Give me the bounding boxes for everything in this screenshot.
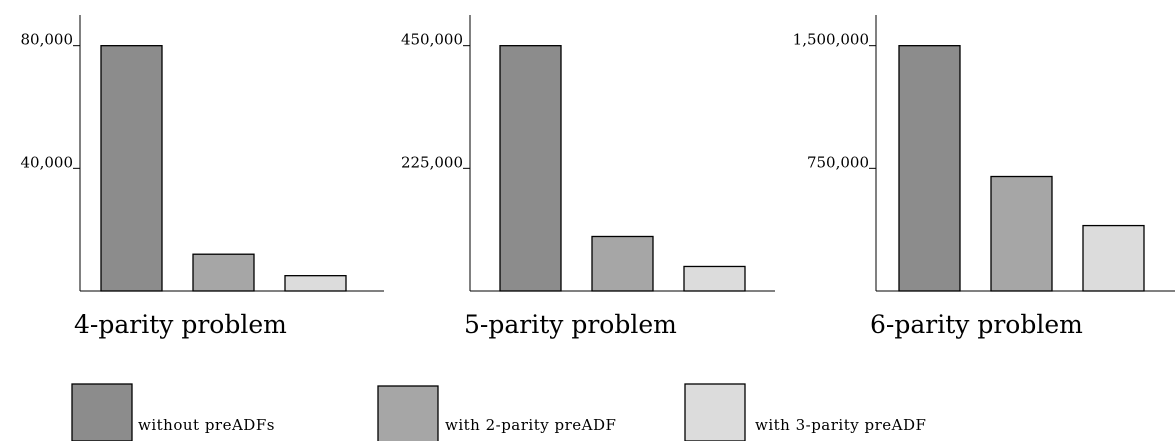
legend-label: without preADFs bbox=[138, 416, 275, 434]
legend: without preADFs with 2-parity preADF with … bbox=[71, 383, 926, 441]
chart-title: 4-parity problem bbox=[74, 310, 287, 339]
bar-with-3-parity-preadf bbox=[284, 275, 347, 292]
legend-swatch bbox=[684, 383, 746, 441]
bar-without-preadfs bbox=[499, 45, 562, 292]
legend-item: with 3-parity preADF bbox=[684, 383, 926, 441]
chart-panel-3: 750,000 1,500,000 6-parity problem bbox=[793, 15, 1175, 339]
bar-without-preadfs bbox=[100, 45, 163, 292]
bar-with-2-parity-preadf bbox=[990, 175, 1053, 292]
legend-swatch bbox=[71, 383, 133, 441]
legend-label: with 2-parity preADF bbox=[445, 416, 616, 434]
legend-item: without preADFs bbox=[71, 383, 275, 441]
bar-with-3-parity-preadf bbox=[683, 265, 746, 292]
chart-panel-2: 225,000 450,000 5-parity problem bbox=[401, 15, 775, 339]
bar-with-2-parity-preadf bbox=[591, 235, 654, 292]
chart-panel-1: 40,000 80,000 4-parity problem bbox=[21, 15, 384, 339]
bar-with-3-parity-preadf bbox=[1082, 224, 1145, 292]
bar-without-preadfs bbox=[898, 45, 961, 292]
y-tick-label: 1,500,000 bbox=[793, 31, 869, 49]
y-tick-label: 750,000 bbox=[807, 153, 869, 171]
legend-item: with 2-parity preADF bbox=[377, 385, 616, 441]
legend-swatch bbox=[377, 385, 439, 441]
chart-title: 6-parity problem bbox=[870, 310, 1083, 339]
y-tick-label: 450,000 bbox=[401, 31, 463, 49]
bar-with-2-parity-preadf bbox=[192, 253, 255, 292]
legend-label: with 3-parity preADF bbox=[755, 416, 926, 434]
y-tick-label: 40,000 bbox=[21, 153, 74, 171]
y-tick-label: 225,000 bbox=[401, 153, 463, 171]
y-tick-label: 80,000 bbox=[21, 31, 74, 49]
chart-title: 5-parity problem bbox=[464, 310, 677, 339]
